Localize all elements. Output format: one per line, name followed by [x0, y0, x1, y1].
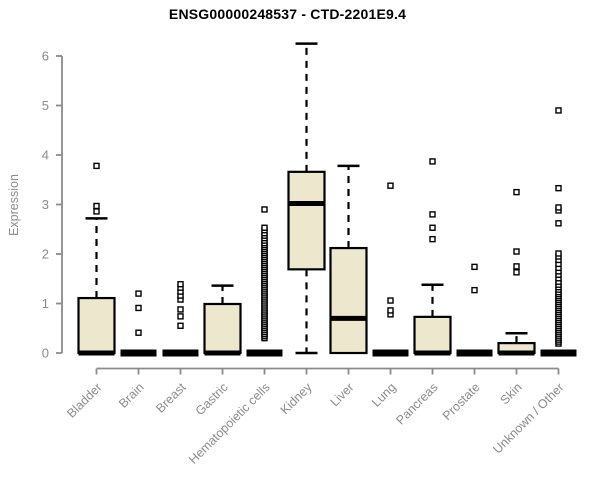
x-category-label: Brain	[116, 380, 147, 411]
outlier-point-lung	[387, 182, 394, 189]
outlier-point-brain	[135, 304, 142, 312]
box-kidney	[287, 170, 326, 271]
x-category-label: Kidney	[278, 380, 315, 417]
x-category-label: Hematopoietic cells	[186, 380, 273, 467]
box-flat-lung	[372, 349, 409, 357]
chart-title: ENSG00000248537 - CTD-2201E9.4	[168, 6, 407, 22]
y-tick-label: 3	[42, 197, 49, 212]
outlier-point-hematopoietic-cells	[261, 224, 268, 231]
y-tick-label: 4	[42, 148, 49, 163]
outlier-point-hematopoietic-cells	[261, 206, 268, 213]
outlier-point-skin	[513, 188, 520, 196]
x-category-label: Skin	[498, 380, 525, 407]
outlier-point-unknown-other	[555, 107, 562, 114]
outlier-point-prostate	[471, 263, 478, 271]
outlier-point-unknown-other	[555, 204, 562, 211]
outlier-point-lung	[387, 307, 394, 314]
y-tick-label: 6	[42, 49, 49, 64]
outlier-point-skin	[513, 269, 520, 276]
outlier-point-pancreas	[429, 235, 436, 243]
outlier-point-skin	[513, 263, 520, 270]
x-category-label: Prostate	[440, 380, 483, 423]
x-category-label: Lung	[369, 380, 399, 410]
box-bladder	[77, 296, 116, 355]
outlier-point-skin	[513, 248, 520, 255]
x-category-label: Gastric	[193, 380, 231, 418]
outlier-point-pancreas	[429, 224, 436, 231]
outlier-point-breast	[177, 322, 184, 329]
x-category-label: Breast	[153, 380, 189, 416]
y-tick-label: 2	[42, 247, 49, 262]
outlier-point-bladder	[93, 208, 100, 215]
outlier-point-breast	[177, 313, 184, 320]
outlier-point-lung	[387, 297, 394, 304]
box-flat-breast	[162, 349, 199, 357]
box-gastric	[203, 302, 242, 355]
x-category-label: Pancreas	[393, 380, 440, 427]
y-tick-label: 0	[42, 346, 49, 361]
outlier-point-pancreas	[429, 158, 436, 165]
outlier-point-bladder	[93, 162, 100, 170]
box-flat-brain	[120, 349, 157, 357]
outlier-point-brain	[135, 329, 142, 336]
outlier-point-prostate	[471, 286, 478, 294]
box-flat-prostate	[456, 349, 493, 357]
outlier-point-breast	[177, 306, 184, 313]
y-tick-label: 1	[42, 296, 49, 311]
outlier-point-pancreas	[429, 211, 436, 218]
outlier-point-unknown-other	[555, 220, 562, 227]
x-category-label: Bladder	[64, 380, 104, 420]
box-pancreas	[413, 315, 452, 355]
outlier-point-unknown-other	[555, 250, 562, 257]
box-flat-unknown-other	[540, 349, 577, 357]
outlier-point-unknown-other	[555, 184, 562, 192]
box-liver	[329, 246, 368, 355]
outlier-point-brain	[135, 290, 142, 297]
y-tick-label: 5	[42, 98, 49, 113]
outlier-point-bladder	[93, 202, 100, 210]
x-category-label: Unknown / Other	[490, 380, 566, 456]
outlier-point-breast	[177, 280, 184, 288]
box-flat-hematopoietic-cells	[246, 349, 283, 357]
x-category-label: Liver	[328, 380, 357, 409]
